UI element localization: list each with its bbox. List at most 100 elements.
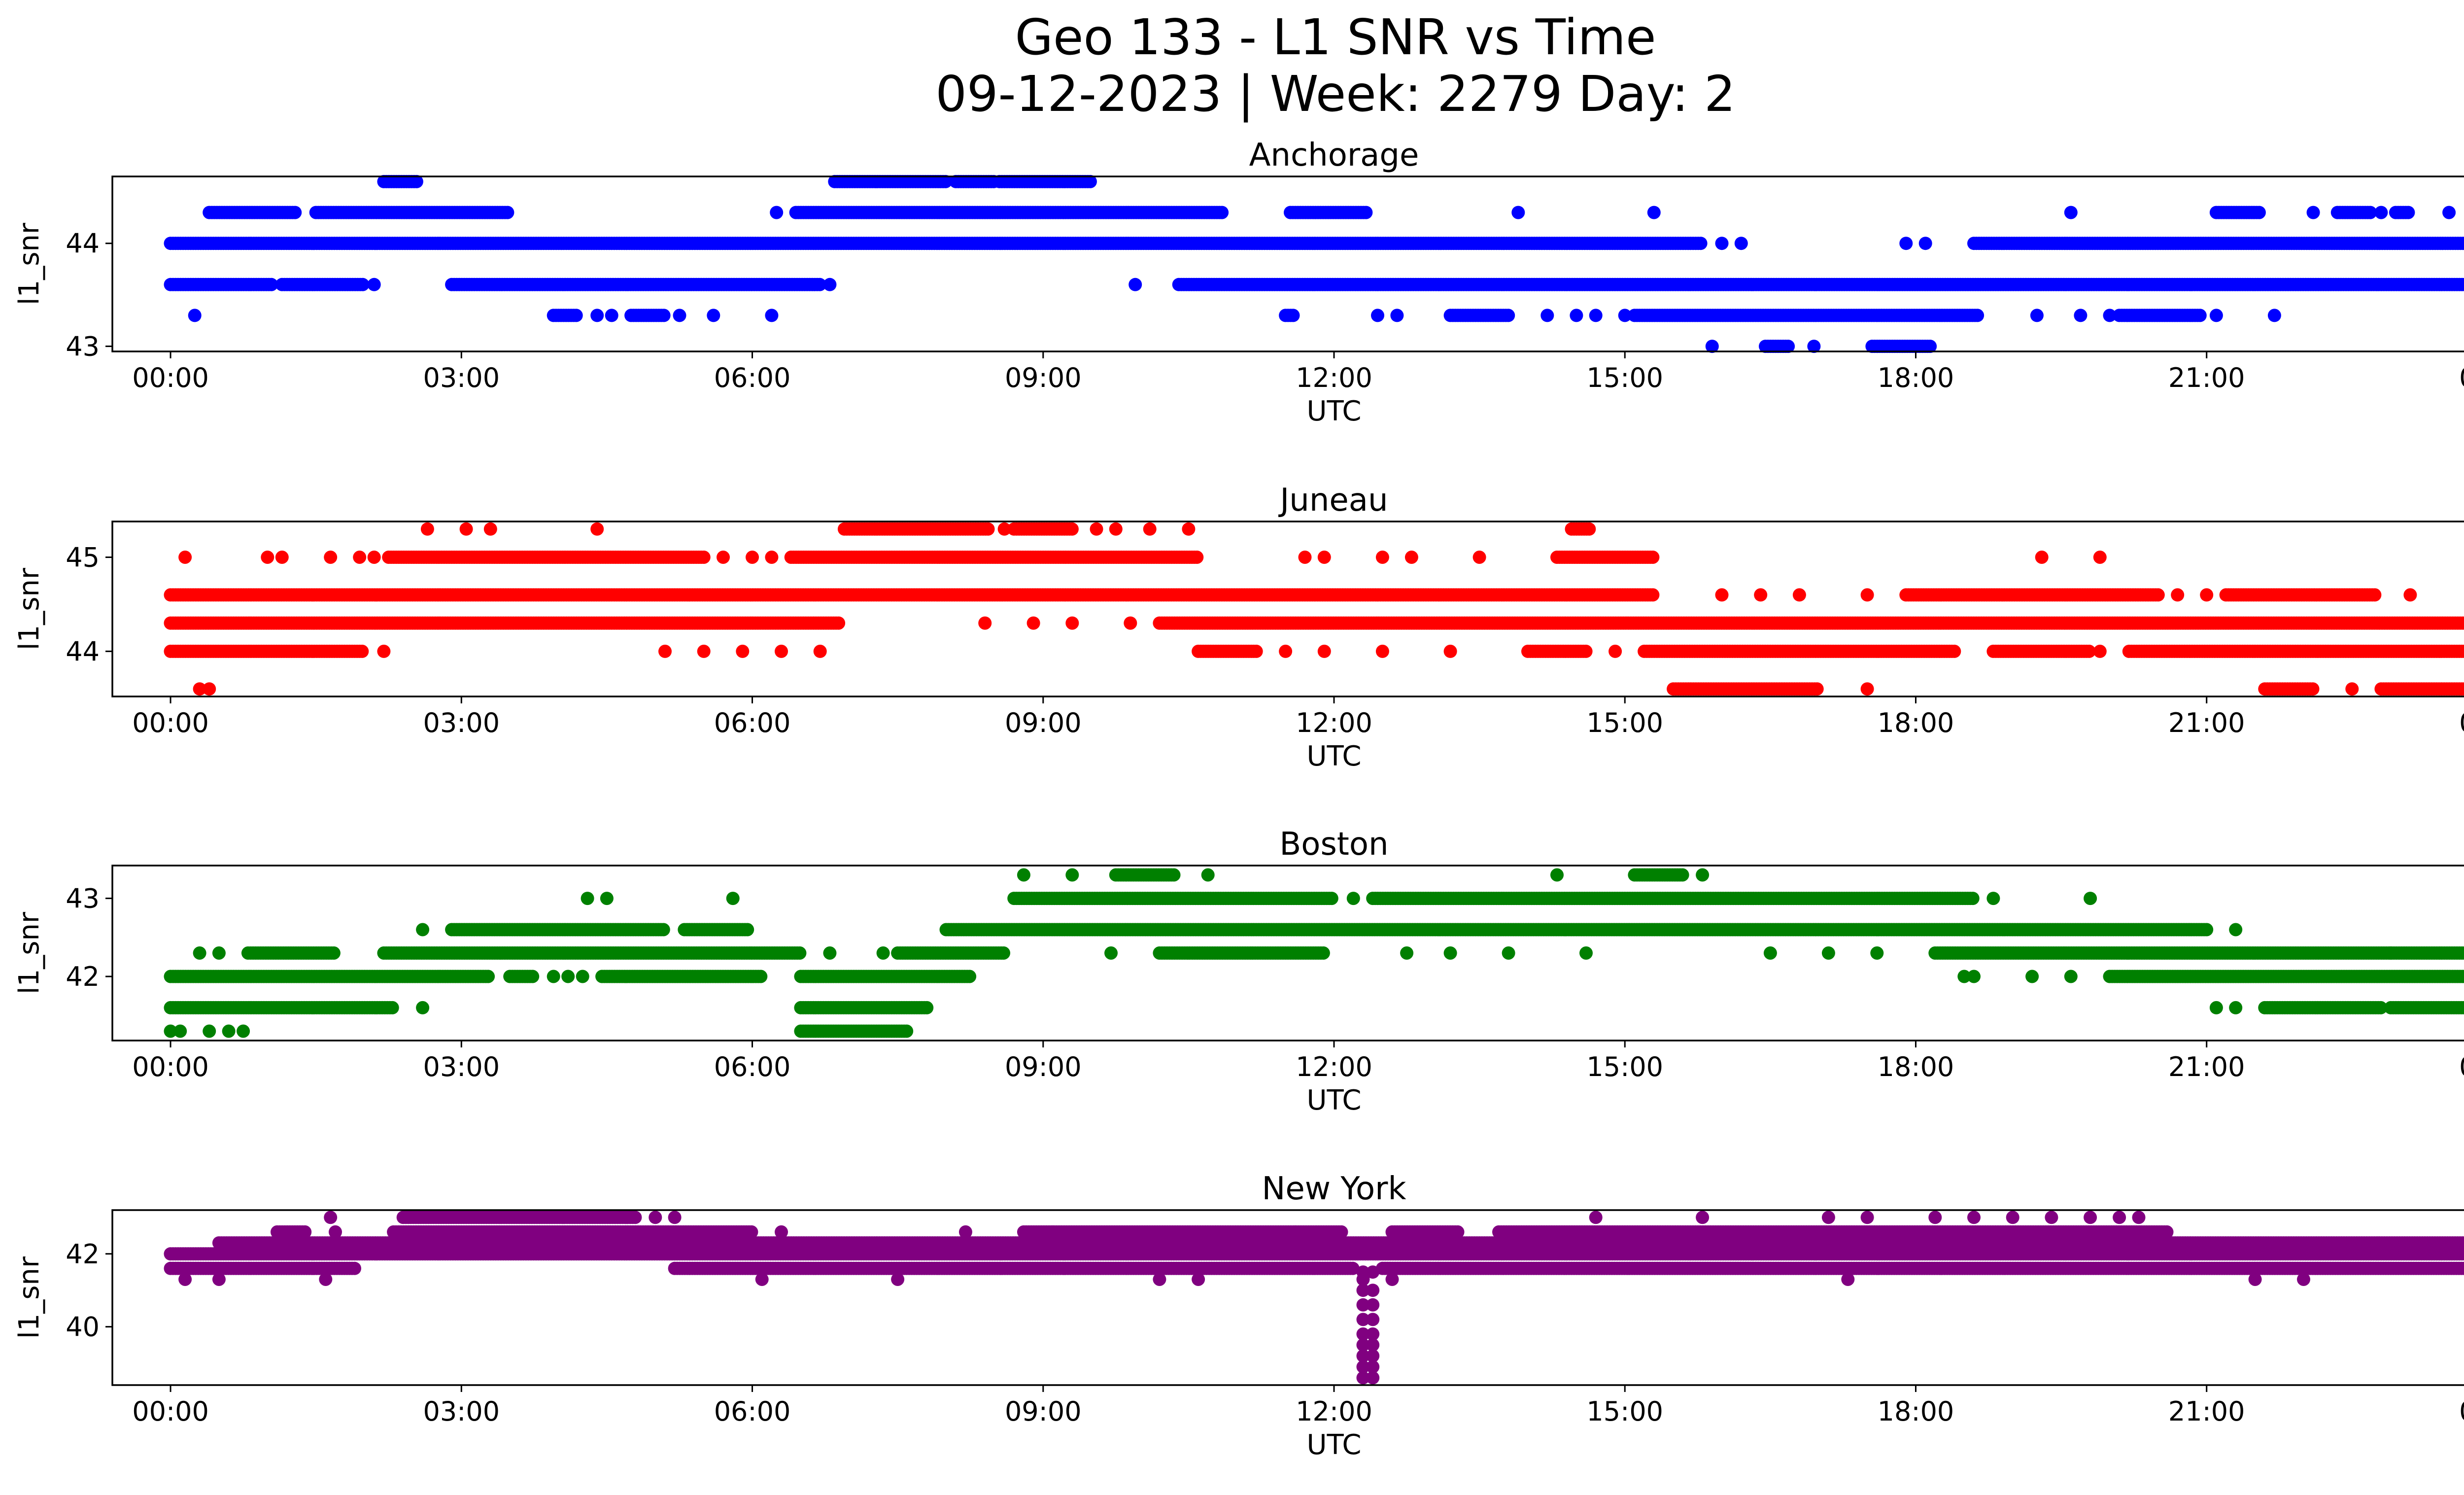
x-tick-label: 18:00	[1878, 707, 1954, 738]
data-point	[978, 616, 992, 630]
data-point	[2442, 206, 2456, 219]
data-point	[1027, 616, 1040, 630]
data-point	[367, 278, 381, 291]
data-point	[717, 551, 730, 564]
data-point	[2306, 206, 2320, 219]
figure-title-line-2: 09-12-2023 | Week: 2279 Day: 2	[935, 65, 1735, 123]
data-point	[775, 644, 788, 658]
y-axis-label: l1_snr	[13, 222, 45, 305]
data-point	[1511, 206, 1525, 219]
data-point	[2093, 644, 2107, 658]
data-point	[1502, 309, 1515, 322]
data-point	[590, 522, 604, 536]
data-point	[1948, 644, 1961, 658]
data-point	[1143, 522, 1157, 536]
data-point	[707, 309, 720, 322]
data-point	[1579, 644, 1593, 658]
data-point	[1715, 237, 1729, 250]
x-tick-label: 06:00	[714, 362, 791, 393]
data-point	[770, 206, 784, 219]
data-point	[2363, 206, 2377, 219]
data-point	[605, 309, 618, 322]
data-point	[188, 309, 202, 322]
data-point	[1570, 309, 1583, 322]
data-point	[2193, 309, 2207, 322]
data-point	[367, 551, 381, 564]
data-point	[2345, 682, 2359, 696]
data-point	[765, 551, 779, 564]
data-point	[1249, 644, 1263, 658]
data-point	[746, 551, 759, 564]
data-point	[1375, 551, 1389, 564]
data-point	[1317, 644, 1331, 658]
data-point	[1279, 644, 1293, 658]
data-point	[1065, 868, 1079, 882]
data-points	[164, 522, 2464, 696]
data-point	[1129, 278, 1142, 291]
data-point	[1443, 644, 1457, 658]
data-point	[2074, 309, 2088, 322]
figure-title-line-1: Geo 133 - L1 SNR vs Time	[1015, 8, 1656, 66]
data-point	[324, 551, 338, 564]
x-tick-label: 00:00	[132, 362, 209, 393]
y-tick-label: 44	[66, 636, 100, 667]
data-point	[178, 551, 192, 564]
data-point	[1124, 616, 1137, 630]
data-point	[569, 309, 583, 322]
data-point	[590, 309, 604, 322]
data-point	[1065, 522, 1079, 536]
data-point	[1286, 309, 1300, 322]
data-point	[356, 278, 370, 291]
data-point	[1860, 588, 1874, 602]
data-point	[410, 174, 423, 188]
panels-container: Anchorage 00:00 03:00 06:00 09:00 12:00 15:00 1…	[13, 137, 2464, 1461]
data-point	[1390, 309, 1404, 322]
x-tick-label: 18:00	[1878, 362, 1954, 393]
x-tick-label: 00:00	[132, 707, 209, 738]
data-point	[1404, 551, 1418, 564]
data-point	[2103, 309, 2117, 322]
data-point	[1589, 309, 1603, 322]
data-point	[736, 644, 750, 658]
data-point	[813, 644, 827, 658]
data-point	[203, 682, 216, 696]
data-point	[1109, 522, 1123, 536]
data-point	[1971, 309, 1985, 322]
data-point	[1540, 309, 1554, 322]
data-point	[1676, 868, 1689, 882]
data-point	[1190, 551, 1204, 564]
x-tick-label: 03:00	[423, 707, 500, 738]
x-tick-label: 12:00	[1296, 362, 1372, 393]
data-points	[164, 868, 2464, 1038]
data-point	[2267, 309, 2281, 322]
y-axis-label: l1_snr	[13, 567, 45, 650]
x-tick-label: 12:00	[1296, 707, 1372, 738]
subplot-title: Boston	[1279, 826, 1388, 863]
data-point	[1618, 309, 1632, 322]
x-tick-label: 21:00	[2168, 362, 2245, 393]
data-point	[1375, 644, 1389, 658]
data-point	[2401, 206, 2415, 219]
x-axis-label: UTC	[1306, 395, 1361, 427]
data-point	[765, 309, 779, 322]
data-point	[459, 522, 473, 536]
x-tick-label: 15:00	[1586, 362, 1663, 393]
data-point	[2306, 682, 2320, 696]
data-point	[657, 309, 671, 322]
data-point	[1317, 551, 1331, 564]
axes-frame	[111, 175, 2464, 352]
x-tick-label: 00:00	[2459, 362, 2464, 393]
data-point	[2403, 588, 2417, 602]
data-point	[1918, 237, 1932, 250]
data-point	[1017, 868, 1030, 882]
data-point	[1715, 588, 1729, 602]
data-point	[420, 522, 434, 536]
data-point	[2093, 551, 2107, 564]
x-tick-label: 09:00	[1005, 707, 1082, 738]
data-point	[1065, 616, 1079, 630]
subplot-title: Anchorage	[1249, 137, 1419, 174]
